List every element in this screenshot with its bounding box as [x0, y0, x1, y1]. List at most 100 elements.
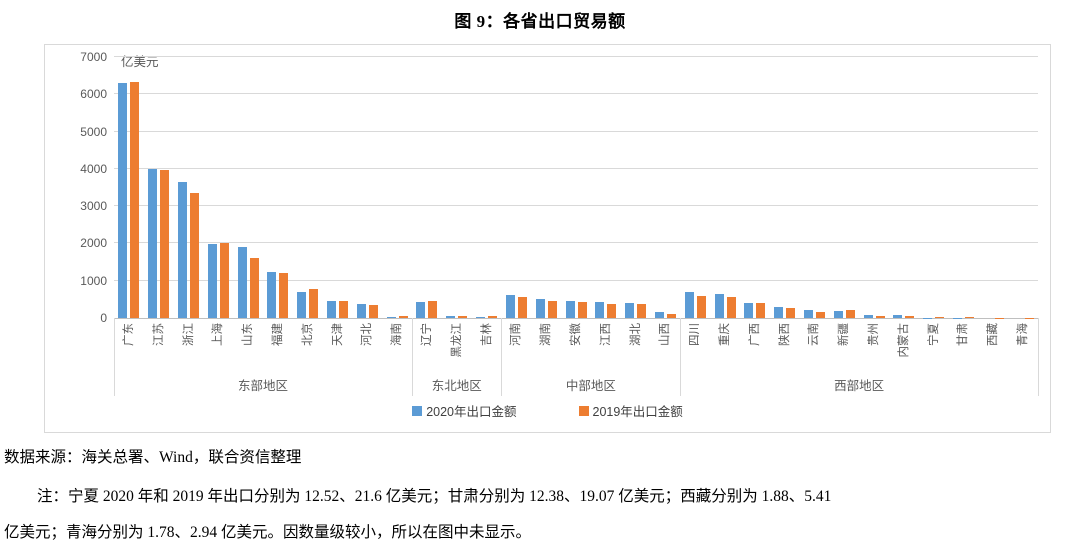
y-tick-label: 1000 — [80, 273, 107, 288]
figure-title: 图 9：各省出口贸易额 — [454, 12, 626, 31]
x-label-北京: 北京 — [301, 323, 314, 346]
bar-河北-2020 — [356, 304, 366, 318]
y-tick-label: 5000 — [80, 124, 107, 139]
x-label-黑龙江: 黑龙江 — [450, 323, 463, 358]
bar-广东-2020 — [118, 83, 128, 318]
bar-河南-2020 — [505, 295, 515, 318]
group-label-东北地区: 东北地区 — [431, 379, 482, 393]
x-label-海南: 海南 — [391, 323, 404, 346]
x-label-新疆: 新疆 — [838, 323, 851, 346]
bar-山西-2019 — [666, 313, 676, 318]
group-separator — [680, 318, 682, 396]
x-label-上海: 上海 — [212, 323, 225, 346]
bar-吉林-2019 — [488, 316, 498, 318]
legend-item-2020: 2020年出口金额 — [412, 401, 517, 420]
x-label-重庆: 重庆 — [719, 323, 732, 346]
x-label-福建: 福建 — [271, 323, 284, 346]
bar-重庆-2019 — [726, 297, 736, 318]
group-label-东部地区: 东部地区 — [238, 379, 289, 393]
x-label-湖南: 湖南 — [540, 323, 553, 346]
bar-内蒙古-2019 — [905, 315, 915, 318]
bar-湖北-2020 — [625, 303, 635, 318]
y-tick-label: 4000 — [80, 161, 107, 176]
gridline — [114, 167, 1038, 169]
bar-山西-2020 — [654, 312, 664, 318]
gridline — [114, 130, 1038, 132]
bar-河南-2019 — [517, 297, 527, 318]
bar-福建-2020 — [267, 271, 277, 318]
bar-安徽-2019 — [577, 301, 587, 318]
bar-吉林-2020 — [476, 316, 486, 318]
bar-上海-2020 — [207, 243, 217, 318]
x-label-西藏: 西藏 — [987, 323, 1000, 346]
bar-山东-2019 — [249, 257, 259, 318]
bar-山东-2020 — [237, 247, 247, 318]
bar-湖南-2020 — [535, 299, 545, 318]
x-label-安徽: 安徽 — [570, 323, 582, 346]
bar-江苏-2020 — [148, 169, 158, 318]
x-label-天津: 天津 — [331, 323, 344, 346]
y-tick-label: 2000 — [80, 236, 107, 251]
group-separator — [412, 318, 414, 396]
gridline — [114, 56, 1038, 57]
bar-江苏-2019 — [160, 170, 170, 318]
x-label-河南: 河南 — [510, 323, 523, 346]
footnote: 注：宁夏 2020 年和 2019 年出口分别为 12.52、21.6 亿美元；… — [4, 479, 1076, 550]
legend-item-2019: 2019年出口金额 — [578, 401, 683, 420]
bar-重庆-2020 — [714, 293, 724, 318]
bar-江西-2020 — [595, 302, 605, 318]
x-label-云南: 云南 — [808, 323, 821, 346]
bar-北京-2019 — [309, 289, 319, 318]
data-source-line: 数据来源：海关总署、Wind，联合资信整理 — [4, 449, 302, 466]
footnote-line-1: 注：宁夏 2020 年和 2019 年出口分别为 12.52、21.6 亿美元；… — [37, 488, 832, 505]
bar-北京-2020 — [297, 292, 307, 318]
bar-云南-2020 — [803, 310, 813, 318]
bar-新疆-2020 — [833, 311, 843, 318]
x-label-江西: 江西 — [599, 323, 612, 346]
bar-陕西-2019 — [786, 307, 796, 318]
bar-河北-2019 — [368, 304, 378, 318]
bar-辽宁-2019 — [428, 300, 438, 318]
bar-黑龙江-2019 — [458, 315, 468, 318]
legend-label-2020: 2020年出口金额 — [426, 405, 517, 419]
y-tick-label: 6000 — [80, 87, 107, 102]
chart-legend: 2020年出口金额 2019年出口金额 — [45, 401, 1050, 420]
bar-江西-2019 — [607, 303, 617, 318]
gridline — [114, 93, 1038, 95]
legend-swatch-2019 — [578, 405, 589, 416]
bar-天津-2020 — [327, 301, 337, 318]
group-separator — [1038, 318, 1039, 396]
x-label-辽宁: 辽宁 — [420, 323, 433, 346]
group-label-西部地区: 西部地区 — [834, 379, 885, 393]
bar-广西-2020 — [744, 302, 754, 318]
x-label-甘肃: 甘肃 — [957, 323, 970, 346]
group-separator — [114, 318, 115, 396]
x-label-宁夏: 宁夏 — [927, 323, 940, 346]
footnote-line-2: 亿美元；青海分别为 1.78、2.94 亿美元。因数量级较小，所以在图中未显示。 — [4, 523, 532, 541]
bar-天津-2019 — [339, 301, 349, 318]
bar-四川-2020 — [684, 291, 694, 318]
bar-安徽-2020 — [565, 300, 575, 318]
group-label-中部地区: 中部地区 — [565, 379, 616, 393]
gridline — [114, 279, 1038, 281]
bar-广东-2019 — [130, 81, 140, 318]
x-label-青海: 青海 — [1017, 323, 1030, 346]
bar-云南-2019 — [815, 312, 825, 318]
bar-新疆-2019 — [845, 310, 855, 318]
bar-上海-2019 — [219, 243, 229, 318]
bar-黑龙江-2020 — [446, 315, 456, 318]
legend-swatch-2020 — [412, 405, 423, 416]
bar-浙江-2020 — [178, 181, 188, 318]
group-separator — [501, 318, 503, 396]
gridline — [114, 205, 1038, 207]
x-label-陕西: 陕西 — [778, 323, 791, 346]
x-label-四川: 四川 — [689, 323, 702, 346]
bar-福建-2019 — [279, 272, 289, 318]
legend-label-2019: 2019年出口金额 — [592, 405, 683, 419]
bar-海南-2019 — [398, 315, 408, 318]
bar-海南-2020 — [386, 316, 396, 318]
x-label-吉林: 吉林 — [480, 323, 493, 346]
x-label-山东: 山东 — [242, 323, 255, 346]
bar-贵州-2020 — [863, 315, 873, 318]
x-label-广东: 广东 — [122, 323, 135, 346]
